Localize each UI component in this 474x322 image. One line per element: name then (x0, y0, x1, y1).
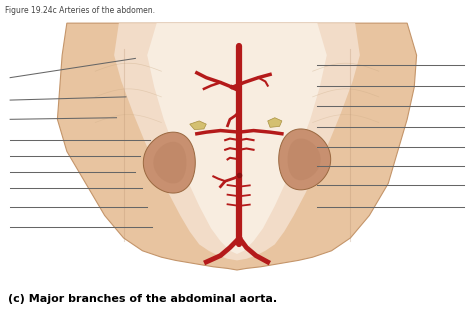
Polygon shape (154, 142, 186, 184)
Polygon shape (190, 121, 206, 129)
Polygon shape (279, 129, 331, 190)
Polygon shape (57, 23, 417, 270)
Polygon shape (268, 118, 282, 127)
Polygon shape (114, 23, 360, 260)
Text: (c) Major branches of the abdominal aorta.: (c) Major branches of the abdominal aort… (8, 294, 277, 304)
Polygon shape (147, 23, 327, 254)
Polygon shape (143, 132, 195, 193)
Text: Figure 19.24c Arteries of the abdomen.: Figure 19.24c Arteries of the abdomen. (5, 5, 155, 14)
Polygon shape (288, 138, 320, 180)
